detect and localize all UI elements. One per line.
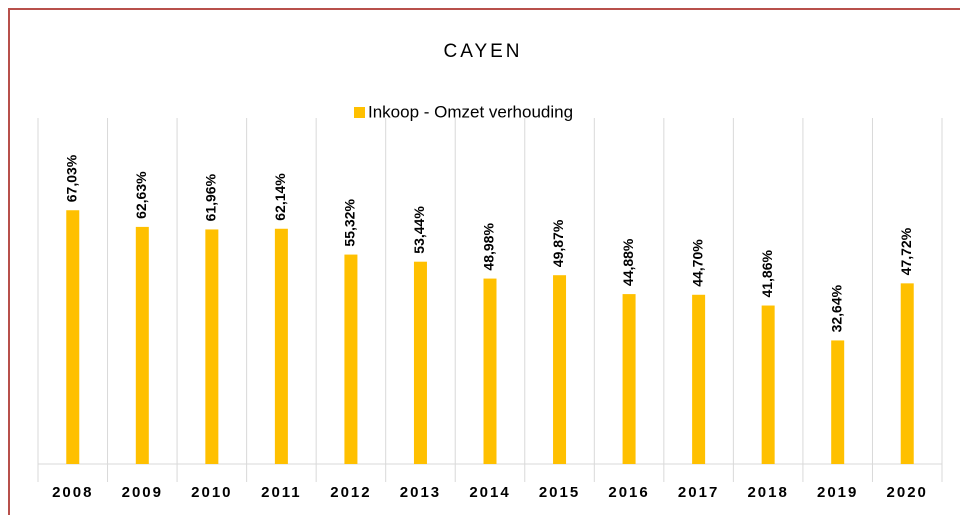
bar: [900, 283, 914, 464]
legend-label: Inkoop - Omzet verhouding: [368, 102, 573, 121]
bar: [692, 294, 706, 464]
bar: [553, 275, 567, 464]
x-tick-label: 2012: [330, 484, 371, 501]
legend-swatch: [354, 107, 365, 118]
bar: [205, 229, 219, 464]
value-label: 47,72%: [898, 227, 914, 275]
x-tick-label: 2013: [400, 484, 441, 501]
bar: [274, 228, 288, 464]
bar: [66, 210, 80, 464]
bar: [483, 278, 497, 464]
value-label: 32,64%: [828, 284, 844, 332]
x-tick-label: 2010: [191, 484, 232, 501]
value-label: 44,70%: [689, 239, 705, 287]
value-label: 62,63%: [133, 171, 149, 219]
value-label: 61,96%: [203, 173, 219, 221]
x-tick-label: 2020: [887, 484, 928, 501]
x-tick-label: 2016: [608, 484, 649, 501]
x-tick-label: 2017: [678, 484, 719, 501]
value-label: 44,88%: [620, 238, 636, 286]
value-label: 67,03%: [63, 154, 79, 202]
x-tick-label: 2009: [122, 484, 163, 501]
bar: [761, 305, 775, 464]
value-label: 41,86%: [759, 249, 775, 297]
bar: [831, 340, 845, 464]
bar: [413, 261, 427, 464]
chart-title: CAYEN: [443, 41, 522, 62]
x-tick-label: 2015: [539, 484, 580, 501]
x-tick-label: 2008: [52, 484, 93, 501]
value-label: 53,44%: [411, 206, 427, 254]
bar: [344, 254, 358, 464]
value-label: 48,98%: [481, 223, 497, 271]
x-tick-label: 2011: [261, 484, 302, 501]
bar: [135, 226, 149, 464]
value-label: 49,87%: [550, 219, 566, 267]
x-tick-label: 2014: [469, 484, 510, 501]
x-tick-label: 2018: [747, 484, 788, 501]
value-label: 62,14%: [272, 173, 288, 221]
x-tick-label: 2019: [817, 484, 858, 501]
value-label: 55,32%: [342, 199, 358, 247]
bar: [622, 294, 636, 464]
